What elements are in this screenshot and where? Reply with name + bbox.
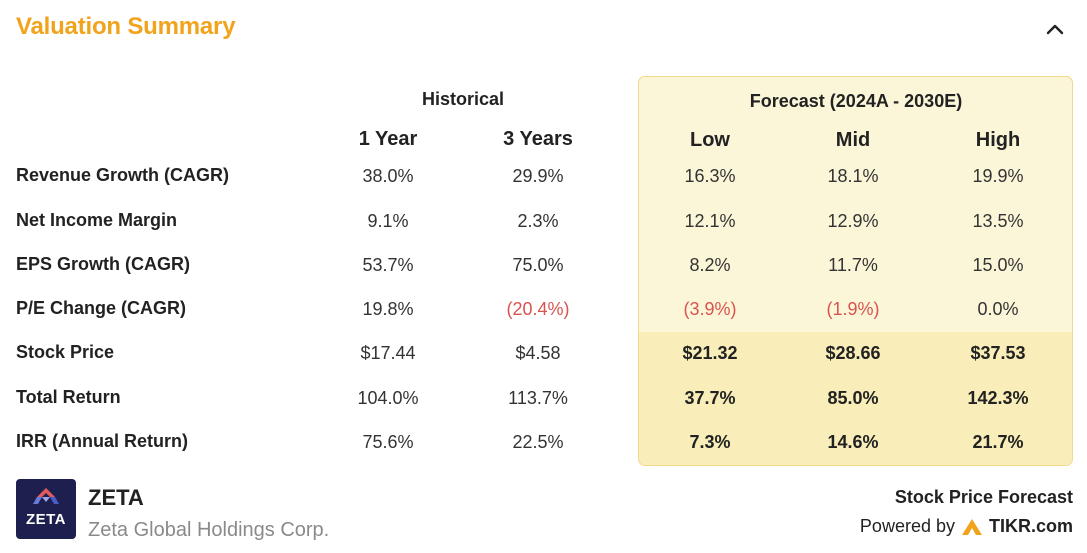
- table-cell: 7.3%: [689, 432, 731, 452]
- table-cell: 53.7%: [362, 255, 414, 275]
- company-name: Zeta Global Holdings Corp.: [88, 519, 330, 541]
- stock-price-forecast-label: Stock Price Forecast: [894, 487, 1073, 507]
- table-cell: 19.8%: [362, 299, 414, 319]
- tikr-brand: TIKR.com: [988, 516, 1073, 536]
- forecast-highlight: [639, 332, 1072, 465]
- table-cell: 18.1%: [827, 166, 879, 186]
- table-cell: (1.9%): [826, 299, 880, 319]
- row-label: IRR (Annual Return): [16, 431, 188, 451]
- collapse-button[interactable]: [1042, 16, 1068, 42]
- table-cell: 22.5%: [512, 432, 564, 452]
- table-cell: 113.7%: [508, 388, 568, 408]
- table-cell: 37.7%: [684, 388, 736, 408]
- table-cell: 12.9%: [827, 211, 879, 231]
- table-cell: 8.2%: [689, 255, 731, 275]
- col-low: Low: [690, 129, 730, 151]
- table-cell: $37.53: [970, 343, 1026, 363]
- historical-header: Historical: [421, 89, 505, 109]
- table-cell: 104.0%: [357, 388, 419, 408]
- row-label: Stock Price: [16, 342, 115, 362]
- zeta-logo-icon: [33, 488, 59, 504]
- row-label: Total Return: [16, 387, 121, 407]
- col-3-years: 3 Years: [503, 128, 573, 150]
- table-cell: 85.0%: [827, 388, 879, 408]
- table-cell: 19.9%: [972, 166, 1024, 186]
- table-cell: 11.7%: [828, 255, 878, 275]
- table-cell: $28.66: [825, 343, 881, 363]
- table-cell: 13.5%: [972, 211, 1024, 231]
- table-cell: 75.0%: [512, 255, 564, 275]
- row-label: Revenue Growth (CAGR): [16, 165, 230, 185]
- col-mid: Mid: [835, 129, 871, 151]
- logo-text: ZETA: [25, 511, 67, 528]
- table-cell: (3.9%): [683, 299, 737, 319]
- table-cell: 12.1%: [684, 211, 736, 231]
- col-1-year: 1 Year: [358, 128, 418, 150]
- table-cell: $17.44: [360, 343, 416, 363]
- row-label: EPS Growth (CAGR): [16, 254, 190, 274]
- tikr-logo-icon: [961, 518, 982, 535]
- table-cell: 2.3%: [517, 211, 559, 231]
- chevron-up-icon: [1046, 24, 1064, 35]
- table-cell: 15.0%: [972, 255, 1024, 275]
- table-cell: $4.58: [515, 343, 561, 363]
- section-title: Valuation Summary: [16, 13, 236, 40]
- powered-by[interactable]: Powered by TIKR.com: [860, 516, 1073, 537]
- table-cell: 29.9%: [512, 166, 564, 186]
- col-high: High: [975, 129, 1021, 151]
- table-cell: (20.4%): [506, 299, 570, 319]
- table-cell: 38.0%: [362, 166, 414, 186]
- table-cell: 14.6%: [827, 432, 879, 452]
- powered-by-text: Powered by: [859, 516, 955, 536]
- row-label: Net Income Margin: [16, 210, 178, 230]
- forecast-header: Forecast (2024A - 2030E): [749, 91, 963, 111]
- table-cell: 0.0%: [977, 299, 1019, 319]
- company-ticker: ZETA: [88, 485, 144, 510]
- table-cell: 16.3%: [684, 166, 736, 186]
- table-cell: 21.7%: [972, 432, 1024, 452]
- company-logo: ZETA: [16, 479, 76, 539]
- forecast-panel: [638, 76, 1073, 466]
- table-cell: $21.32: [682, 343, 738, 363]
- table-cell: 9.1%: [367, 211, 409, 231]
- table-cell: 142.3%: [967, 388, 1029, 408]
- row-label: P/E Change (CAGR): [16, 298, 187, 318]
- table-cell: 75.6%: [362, 432, 414, 452]
